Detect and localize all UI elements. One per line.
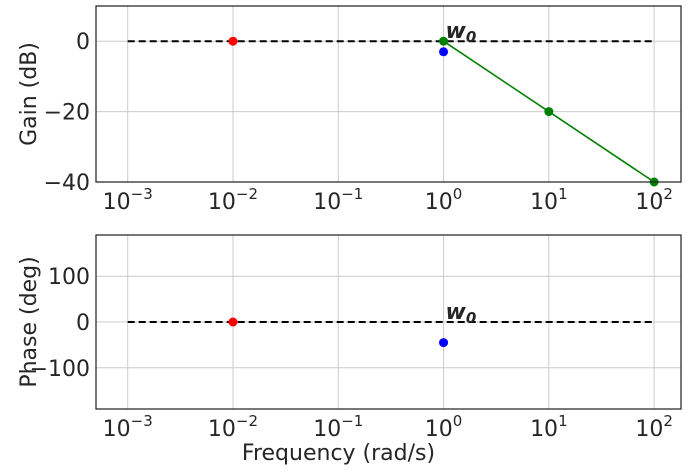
gain-y-tick-label-1: −20 <box>44 101 90 126</box>
phase-point-2-0 <box>439 338 449 348</box>
phase-x-tick-label-4: 101 <box>530 412 568 442</box>
phase-x-axis-label: Frequency (rad/s) <box>242 441 435 466</box>
gain-x-tick-label-4: 101 <box>530 185 568 215</box>
phase-point-1-0 <box>228 317 238 327</box>
gain-y-tick-label-2: −40 <box>44 171 90 196</box>
phase-x-tick-label-1: 10−2 <box>208 412 258 442</box>
gain-x-tick-label-1: 10−2 <box>208 185 258 215</box>
phase-x-tick-label-5: 102 <box>635 412 673 442</box>
phase-annotation: w0 <box>446 300 477 327</box>
gain-x-tick-label-2: 10−1 <box>313 185 363 215</box>
gain-point-1-1 <box>544 107 554 117</box>
gain-point-3-0 <box>439 47 449 57</box>
phase-axes-frame <box>95 234 682 410</box>
gain-point-1-0 <box>439 36 449 46</box>
phase-x-tick-label-2: 10−1 <box>313 412 363 442</box>
phase-y-axis-label: Phase (deg) <box>17 256 42 387</box>
phase-y-tick-label-0: 100 <box>48 265 90 290</box>
phase-x-tick-label-0: 10−3 <box>103 412 153 442</box>
gain-x-tick-label-5: 102 <box>635 185 673 215</box>
phase-y-tick-label-1: 0 <box>76 311 90 336</box>
gain-point-2-0 <box>228 36 238 46</box>
gain-x-tick-label-3: 100 <box>425 185 463 215</box>
gain-x-tick-label-0: 10−3 <box>103 185 153 215</box>
gain-axes-frame <box>95 5 682 183</box>
phase-x-tick-label-3: 100 <box>425 412 463 442</box>
gain-y-tick-label-0: 0 <box>76 30 90 55</box>
gain-annotation: w0 <box>446 19 477 46</box>
gain-y-axis-label: Gain (dB) <box>17 42 42 146</box>
phase-y-tick-label-2: −100 <box>30 357 90 382</box>
